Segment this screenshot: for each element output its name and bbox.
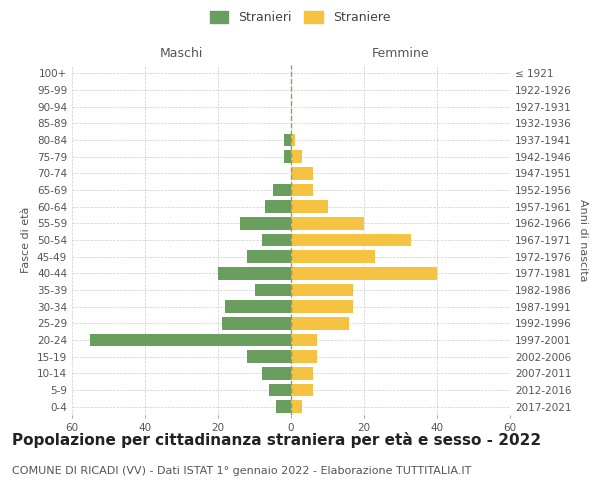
Bar (291, 217, 364, 230)
Bar (291, 334, 317, 346)
Bar (291, 400, 302, 413)
Bar (273, 184, 291, 196)
Text: Femmine: Femmine (371, 47, 430, 60)
Bar (262, 367, 291, 380)
Text: Popolazione per cittadinanza straniera per età e sesso - 2022: Popolazione per cittadinanza straniera p… (12, 432, 541, 448)
Bar (291, 234, 412, 246)
Bar (291, 300, 353, 313)
Bar (291, 350, 317, 363)
Bar (291, 134, 295, 146)
Bar (291, 267, 437, 280)
Legend: Stranieri, Straniere: Stranieri, Straniere (205, 6, 395, 29)
Bar (277, 400, 291, 413)
Y-axis label: Fasce di età: Fasce di età (22, 207, 31, 273)
Bar (291, 167, 313, 179)
Bar (269, 384, 291, 396)
Bar (240, 217, 291, 230)
Bar (291, 184, 313, 196)
Bar (247, 350, 291, 363)
Bar (291, 250, 375, 263)
Bar (291, 200, 328, 213)
Bar (221, 317, 291, 330)
Bar (90, 334, 291, 346)
Text: COMUNE DI RICADI (VV) - Dati ISTAT 1° gennaio 2022 - Elaborazione TUTTITALIA.IT: COMUNE DI RICADI (VV) - Dati ISTAT 1° ge… (12, 466, 472, 476)
Bar (291, 150, 302, 163)
Bar (226, 300, 291, 313)
Text: Maschi: Maschi (160, 47, 203, 60)
Bar (262, 234, 291, 246)
Bar (284, 150, 291, 163)
Bar (265, 200, 291, 213)
Bar (254, 284, 291, 296)
Y-axis label: Anni di nascita: Anni di nascita (578, 198, 588, 281)
Bar (218, 267, 291, 280)
Bar (247, 250, 291, 263)
Bar (291, 317, 349, 330)
Bar (291, 367, 313, 380)
Bar (291, 384, 313, 396)
Bar (291, 284, 353, 296)
Bar (284, 134, 291, 146)
